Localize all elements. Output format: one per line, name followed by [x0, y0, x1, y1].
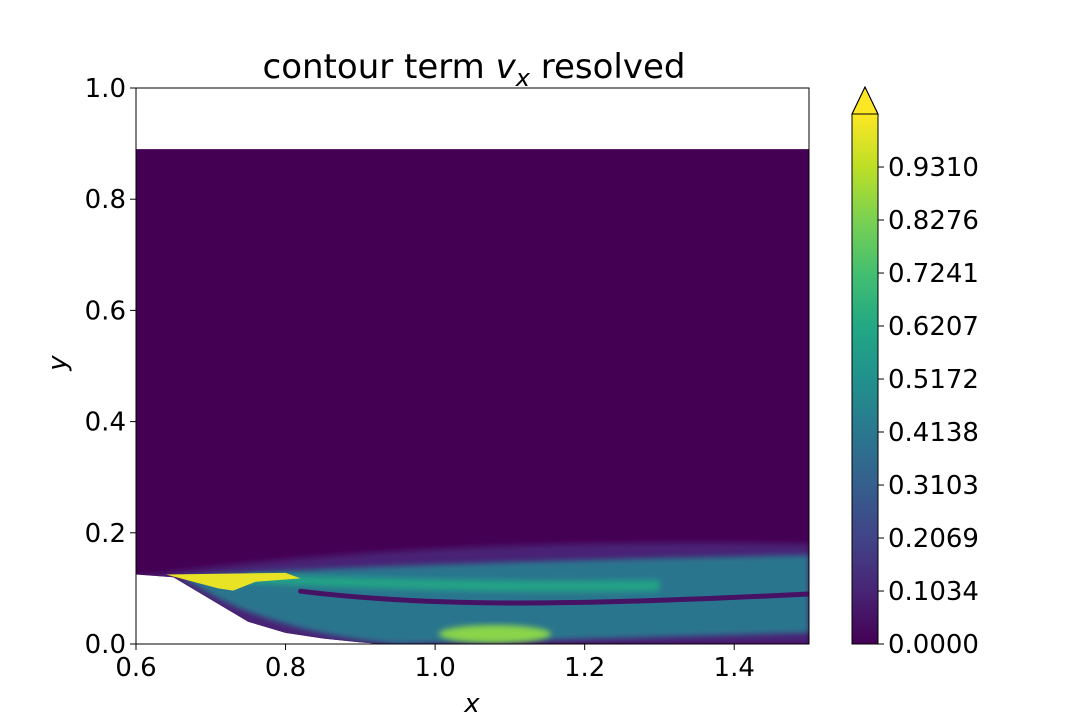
- region-near-wall-hotspot: [438, 624, 552, 643]
- region-low-valley-line: [298, 588, 809, 606]
- y-tick-label: 0.0: [85, 630, 126, 660]
- colorbar-tick-label: 0.6207: [888, 312, 979, 342]
- region-shear-layer-core: [248, 574, 660, 592]
- x-tick-label: 0.8: [265, 653, 306, 683]
- x-axis-label: x: [463, 689, 480, 719]
- colorbar-body: [852, 114, 878, 644]
- y-tick-label: 0.8: [85, 185, 126, 215]
- x-tick-label: 1.0: [414, 653, 455, 683]
- plot-frame: [135, 87, 810, 645]
- colorbar-ticks: 0.0000 0.1034 0.2069 0.3103 0.4138 0.5172 0.62…: [878, 153, 979, 660]
- y-tick-label: 1.0: [85, 74, 126, 104]
- colorbar-tick-label: 0.4138: [888, 418, 979, 448]
- y-axis-label: y: [43, 355, 73, 372]
- colorbar-tick-label: 0.7241: [888, 259, 979, 289]
- y-tick-label: 0.4: [85, 408, 126, 438]
- x-tick-label: 1.4: [714, 653, 755, 683]
- colorbar-tick-label: 0.8276: [888, 206, 979, 236]
- chart-title-sub: x: [515, 64, 531, 92]
- x-axis: 0.6 0.8 1.0 1.2 1.4: [115, 644, 755, 683]
- y-tick-label: 0.6: [85, 296, 126, 326]
- chart-title-suffix: resolved: [530, 47, 686, 87]
- colorbar-tick-label: 0.2069: [888, 524, 979, 554]
- region-inlet-lip-jet: [165, 572, 301, 591]
- y-axis: 0.0 0.2 0.4 0.6 0.8 1.0: [85, 74, 136, 660]
- colorbar-tick-label: 0.9310: [888, 153, 979, 183]
- colorbar-tick-label: 0.5172: [888, 365, 979, 395]
- colorbar-extend-max-triangle: [851, 85, 879, 115]
- x-tick-label: 0.6: [115, 653, 156, 683]
- y-tick-label: 0.2: [85, 519, 126, 549]
- chart-title-var: v: [496, 47, 517, 87]
- colorbar-tick-label: 0.1034: [888, 577, 979, 607]
- x-tick-label: 1.2: [564, 653, 605, 683]
- chart-title: contour term vx resolved: [263, 47, 686, 92]
- colorbar: 0.0000 0.1034 0.2069 0.3103 0.4138 0.5172 0.62…: [851, 85, 979, 660]
- contour-field: [136, 149, 809, 644]
- colorbar-tick-label: 0.3103: [888, 471, 979, 501]
- plot-area: 0.6 0.8 1.0 1.2 1.4 0.0 0.2 0.4 0.6 0.8 1.0: [85, 74, 810, 683]
- colorbar-tick-label: 0.0000: [888, 630, 979, 660]
- chart-title-prefix: contour term: [263, 47, 496, 87]
